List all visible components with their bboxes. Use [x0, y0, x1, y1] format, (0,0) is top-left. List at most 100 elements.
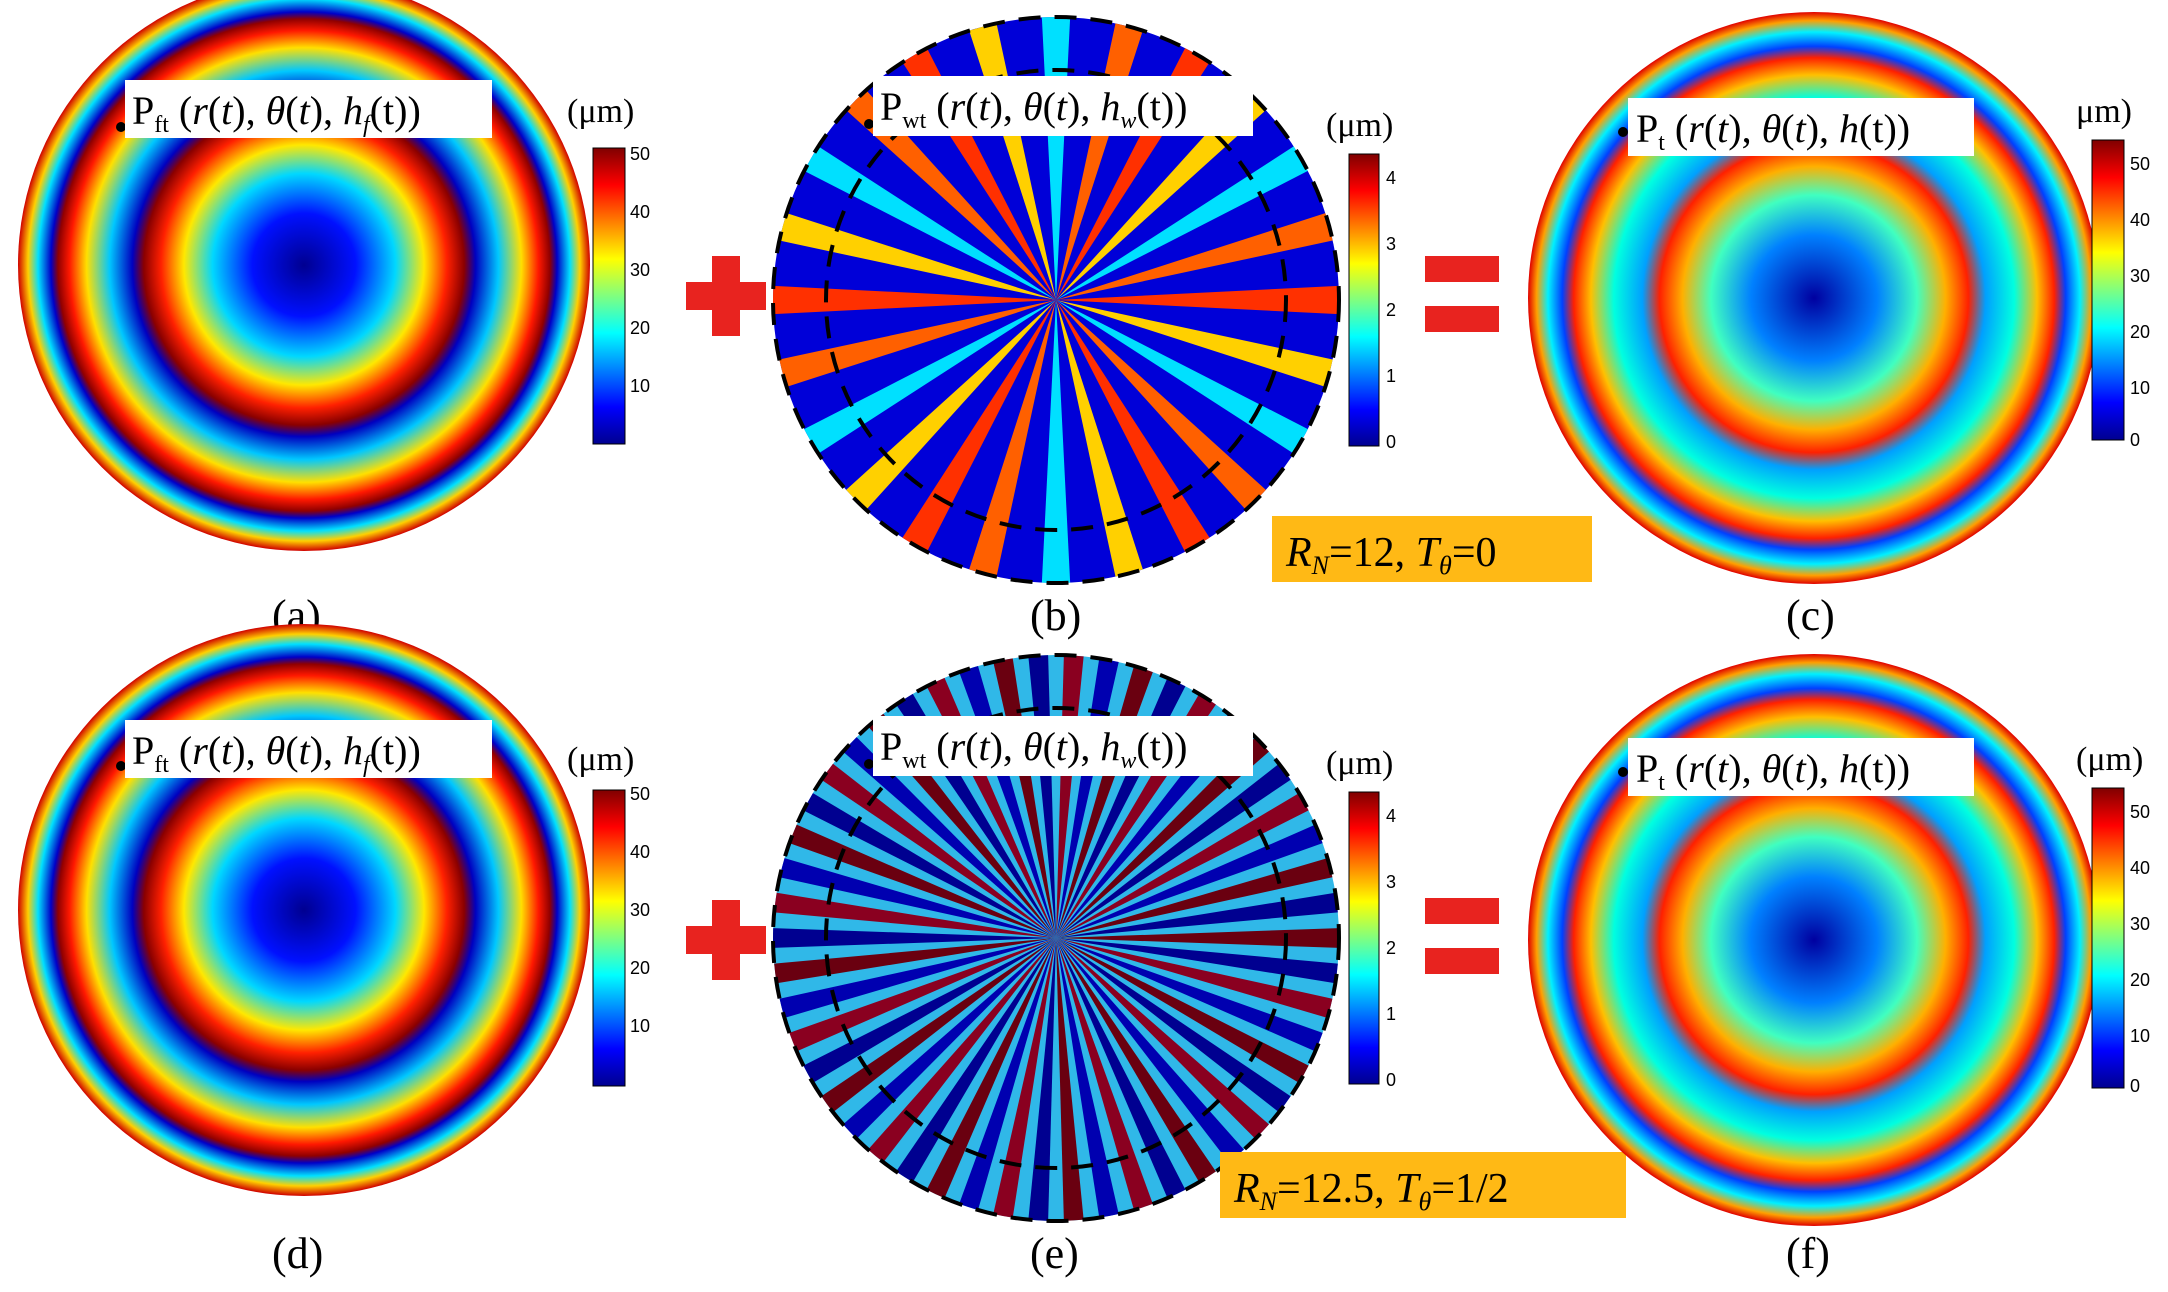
panel-e: Pwt (r(t), θ(t), hw(t)) (μm) 4 3 2 1 0 R…	[771, 653, 1626, 1278]
spoke-wedge	[1056, 300, 1143, 577]
spoke-wedge	[843, 737, 1056, 938]
spoke-wedge	[1056, 938, 1309, 1083]
spoke-wedge	[789, 938, 1056, 1052]
caption-f: (f)	[1786, 1229, 1830, 1278]
colorbar-d	[592, 789, 626, 1087]
tick-a-0: 50	[630, 144, 650, 164]
colorbar-unit-d: (μm)	[567, 741, 634, 778]
label-dot-f	[1618, 767, 1628, 777]
colorbar-unit-c: μm)	[2076, 93, 2132, 130]
spoke-wedge	[846, 90, 1056, 300]
tick-b-3: 1	[1386, 366, 1396, 386]
spoke-wedge	[804, 300, 1056, 454]
tick-e-3: 1	[1386, 1004, 1396, 1024]
label-box-c	[1628, 98, 1974, 156]
panel-c: Pt (r(t), θ(t), h(t)) μm) 50 40 30 20 10…	[1528, 12, 2150, 640]
plus-operator-2	[686, 900, 766, 980]
spoke-wedge	[779, 858, 1056, 938]
tick-d-2: 30	[630, 900, 650, 920]
panel-f: Pt (r(t), θ(t), h(t)) (μm) 50 40 30 20 1…	[1528, 654, 2150, 1278]
spoke-wedge	[902, 300, 1056, 552]
tick-a-3: 20	[630, 318, 650, 338]
colorbar-unit-a: (μm)	[567, 93, 634, 130]
spoke-wedge	[1056, 737, 1269, 938]
spoke-wedge	[1056, 300, 1210, 552]
label-box-b	[873, 76, 1253, 136]
spoke-wedge	[821, 938, 1056, 1113]
label-dot-c	[1618, 127, 1628, 137]
param-box-1	[1272, 516, 1592, 582]
label-box-a	[125, 80, 492, 138]
tick-d-0: 50	[630, 784, 650, 804]
spoke-wedge	[843, 938, 1056, 1139]
tick-f-4: 10	[2130, 1026, 2150, 1046]
colorbar-a	[592, 147, 626, 445]
colorbar-f	[2091, 787, 2125, 1089]
spoke-wedge	[803, 938, 1056, 1083]
spoke-wedge	[1056, 938, 1269, 1139]
spoke-wedge	[803, 793, 1056, 938]
tick-f-1: 40	[2130, 858, 2150, 878]
tick-b-2: 2	[1386, 300, 1396, 320]
spoke-wedge	[821, 763, 1056, 938]
label-e: Pwt (r(t), θ(t), hw(t))	[880, 724, 1187, 774]
dashed-ring-e-outer	[771, 653, 1341, 1223]
spoke-wedge	[1056, 938, 1244, 1163]
colorbar-e	[1348, 791, 1380, 1085]
fringe-disc-c	[1528, 12, 2100, 584]
spoke-wedge	[1056, 938, 1186, 1199]
tick-e-2: 2	[1386, 938, 1396, 958]
spoke-wedge	[773, 928, 1056, 948]
spoke-wedge	[1056, 858, 1333, 938]
spoke-wedge	[1056, 300, 1266, 510]
label-box-f	[1628, 738, 1974, 796]
tick-d-3: 20	[630, 958, 650, 978]
label-c: Pt (r(t), θ(t), h(t))	[1636, 106, 1910, 156]
label-dot-d	[116, 761, 126, 771]
spoke-wedge	[1056, 938, 1216, 1183]
fringe-disc-d	[18, 624, 590, 1196]
spoke-wedge	[1056, 90, 1266, 300]
tick-b-4: 0	[1386, 432, 1396, 452]
spoke-wedge	[774, 938, 1056, 984]
label-dot-b	[864, 119, 874, 129]
spoke-wedge	[773, 285, 1056, 315]
tick-b-1: 3	[1386, 234, 1396, 254]
panel-a: Pft (r(t), θ(t), hf(t)) (μm) 50 40 30 20…	[18, 0, 650, 640]
caption-e: (e)	[1030, 1229, 1079, 1278]
tick-f-5: 0	[2130, 1076, 2140, 1096]
panel-d: Pft (r(t), θ(t), hf(t)) (μm) 50 40 30 20…	[18, 624, 650, 1278]
tick-e-1: 3	[1386, 872, 1396, 892]
colorbar-unit-f: (μm)	[2076, 741, 2143, 778]
equals-operator-1	[1425, 256, 1499, 332]
spoke-wedge	[1056, 824, 1323, 938]
plus-operator-1	[686, 256, 766, 336]
panel-b: Pwt (r(t), θ(t), hw(t)) (μm) 4 3 2 1 0 R…	[771, 15, 1592, 640]
colorbar-unit-b: (μm)	[1326, 107, 1393, 144]
spoke-wedge	[1056, 938, 1338, 984]
spoke-wedge	[1056, 300, 1333, 387]
spoke-wedge	[779, 213, 1056, 300]
spoke-wedge	[993, 938, 1056, 1218]
tick-a-1: 40	[630, 202, 650, 222]
caption-b: (b)	[1030, 591, 1081, 640]
label-f: Pt (r(t), θ(t), h(t))	[1636, 746, 1910, 796]
tick-d-1: 40	[630, 842, 650, 862]
label-a: Pft (r(t), θ(t), hf(t))	[132, 88, 421, 138]
tick-e-4: 0	[1386, 1070, 1396, 1090]
label-b: Pwt (r(t), θ(t), hw(t))	[880, 84, 1187, 134]
tick-f-2: 30	[2130, 914, 2150, 934]
label-box-e	[873, 716, 1253, 776]
caption-d: (d)	[272, 1229, 323, 1278]
spoke-wedge	[1056, 763, 1291, 938]
tick-e-0: 4	[1386, 806, 1396, 826]
spoke-wedge	[1056, 938, 1119, 1218]
param-box-2	[1220, 1152, 1626, 1218]
label-dot-e	[864, 759, 874, 769]
label-box-d	[125, 720, 492, 778]
spoke-wedge	[1056, 938, 1323, 1052]
spoke-wedge	[926, 938, 1056, 1199]
colorbar-b	[1348, 153, 1380, 447]
spoke-wedge	[1056, 938, 1291, 1113]
tick-f-3: 20	[2130, 970, 2150, 990]
